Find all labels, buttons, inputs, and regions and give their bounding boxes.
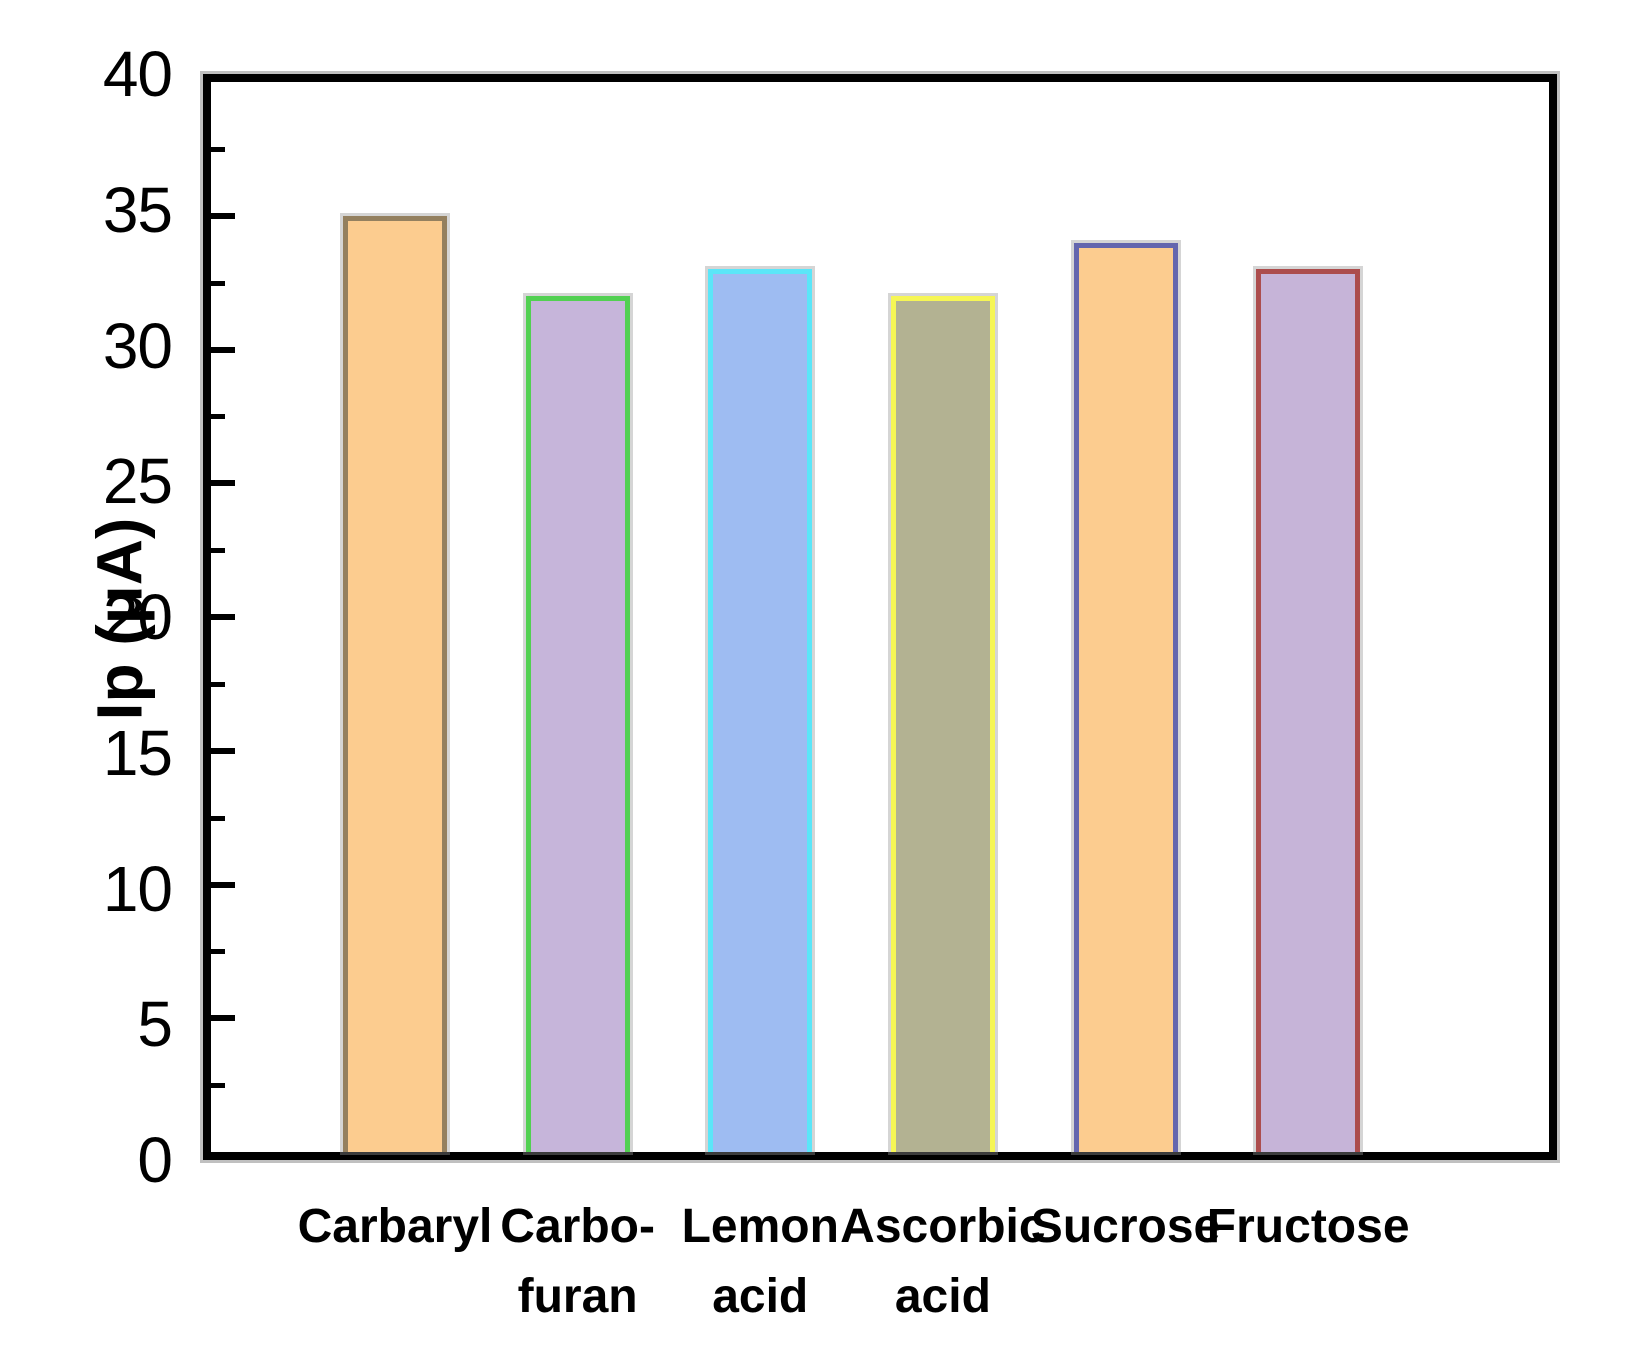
bar-sucrose xyxy=(1073,242,1178,1152)
y-tick-label-30: 30 xyxy=(102,309,173,382)
y-tick-label-20: 20 xyxy=(102,581,173,653)
y-tick-label-10: 10 xyxy=(102,852,173,925)
x-label-fructose: Fructose xyxy=(1207,1192,1410,1262)
y-minor-tick xyxy=(211,280,225,286)
bar-lemon-acid xyxy=(708,269,813,1152)
x-label-line: acid xyxy=(894,1270,991,1323)
y-tick-label-40: 40 xyxy=(102,38,173,110)
bar-carbaryl xyxy=(342,215,447,1152)
x-label-carbaryl: Carbaryl xyxy=(298,1192,493,1262)
y-major-tick xyxy=(211,1015,235,1022)
x-label-sucrose: Sucrose xyxy=(1031,1192,1220,1262)
y-tick-label-15: 15 xyxy=(102,716,173,789)
x-label-line: Carbo- xyxy=(500,1200,655,1253)
y-tick-label-25: 25 xyxy=(102,445,173,518)
y-minor-tick xyxy=(211,815,225,821)
x-label-ascorbic-acid: Ascorbic acid xyxy=(840,1192,1045,1332)
x-label-line: Fructose xyxy=(1206,1200,1410,1253)
y-tick-label-0: 0 xyxy=(137,1124,173,1196)
x-label-line: Ascorbic xyxy=(840,1200,1046,1253)
x-label-line: furan xyxy=(517,1270,638,1323)
y-minor-tick xyxy=(211,548,225,554)
x-label-line: acid xyxy=(712,1270,809,1323)
x-label-line: Lemon xyxy=(681,1200,839,1253)
plot-area xyxy=(211,82,1549,1152)
y-tick-label-35: 35 xyxy=(102,173,173,246)
x-label-line: Carbaryl xyxy=(297,1200,493,1253)
y-minor-tick xyxy=(211,414,225,420)
x-axis-category-labels: Carbaryl Carbo-furan Lemon acid Ascorbic acid… xyxy=(211,1192,1549,1342)
y-major-tick xyxy=(211,212,235,219)
x-label-lemon-acid: Lemon acid xyxy=(682,1192,839,1332)
y-minor-tick xyxy=(211,681,225,687)
x-label-carbofuran: Carbo-furan xyxy=(500,1192,655,1332)
y-major-tick xyxy=(211,346,235,353)
bar-carbofuran xyxy=(525,296,630,1152)
y-minor-tick xyxy=(211,1083,225,1089)
y-axis-tick-labels: 0 5 10 15 20 25 30 35 40 xyxy=(0,42,186,1192)
y-major-tick xyxy=(211,747,235,754)
plot-frame xyxy=(203,74,1557,1160)
x-label-line: Sucrose xyxy=(1030,1200,1221,1253)
y-major-tick xyxy=(211,480,235,487)
bar-ascorbic-acid xyxy=(890,296,995,1152)
y-major-tick xyxy=(211,614,235,620)
y-major-tick xyxy=(211,881,235,888)
y-tick-label-5: 5 xyxy=(137,988,173,1061)
y-minor-tick xyxy=(211,146,225,152)
bar-fructose xyxy=(1256,269,1361,1152)
y-minor-tick xyxy=(211,949,225,955)
